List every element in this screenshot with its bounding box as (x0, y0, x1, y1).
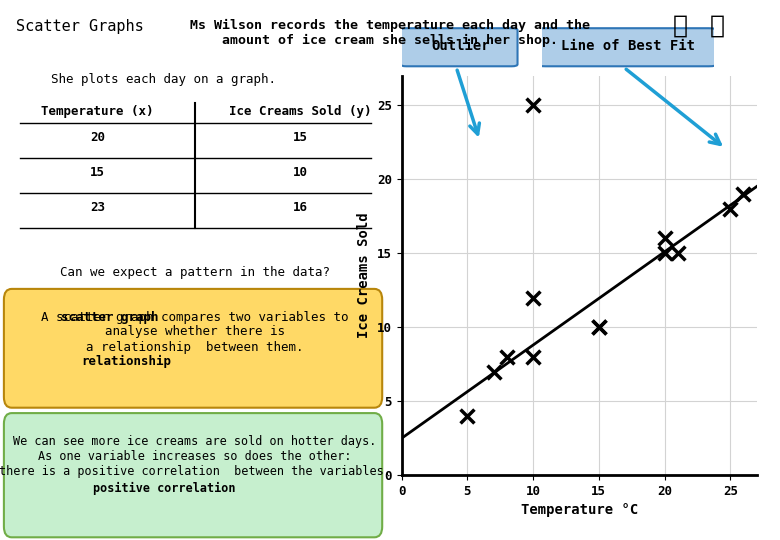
Point (593, 323, 605, 332)
FancyBboxPatch shape (4, 413, 382, 537)
Point (461, 411, 473, 420)
Point (737, 190, 750, 198)
Point (658, 234, 671, 242)
FancyBboxPatch shape (401, 28, 518, 66)
Text: relationship: relationship (81, 355, 171, 368)
Text: Line of Best Fit: Line of Best Fit (561, 39, 695, 53)
Text: Ms Wilson records the temperature each day and the
amount of ice cream she sells: Ms Wilson records the temperature each d… (190, 19, 590, 47)
Text: She plots each day on a graph.: She plots each day on a graph. (51, 73, 275, 86)
Text: 23: 23 (90, 201, 105, 214)
Text: Ice Creams Sold (y): Ice Creams Sold (y) (229, 105, 371, 118)
Text: Scatter Graphs: Scatter Graphs (16, 19, 144, 34)
Point (501, 353, 513, 361)
Text: 🌡: 🌡 (672, 14, 688, 37)
Text: scatter graph: scatter graph (61, 310, 158, 323)
Text: We can see more ice creams are sold on hotter days.
As one variable increases so: We can see more ice creams are sold on h… (0, 435, 391, 478)
Point (488, 367, 500, 376)
Text: Ms Wilson plots more points.: Ms Wilson plots more points. (90, 306, 300, 319)
X-axis label: Temperature °C: Temperature °C (520, 503, 638, 517)
Y-axis label: Ice Creams Sold: Ice Creams Sold (357, 213, 371, 338)
Text: 15: 15 (90, 166, 105, 179)
Text: 15: 15 (292, 131, 308, 144)
Text: 16: 16 (292, 201, 308, 214)
Text: positive correlation: positive correlation (93, 482, 236, 495)
Point (527, 101, 540, 110)
Text: 10: 10 (292, 166, 308, 179)
Text: A scatter graph compares two variables to
analyse whether there is
a relationshi: A scatter graph compares two variables t… (41, 310, 349, 354)
Point (527, 293, 540, 302)
FancyBboxPatch shape (4, 289, 382, 408)
Text: Outlier: Outlier (431, 39, 490, 53)
Text: Temperature (x): Temperature (x) (41, 105, 154, 118)
Point (593, 323, 605, 332)
Text: 20: 20 (90, 131, 105, 144)
Point (658, 249, 671, 258)
Point (724, 205, 736, 213)
Text: 🍦: 🍦 (710, 14, 725, 37)
Point (672, 249, 684, 258)
FancyBboxPatch shape (537, 28, 717, 66)
Point (527, 353, 540, 361)
Text: Can we expect a pattern in the data?: Can we expect a pattern in the data? (60, 266, 330, 279)
